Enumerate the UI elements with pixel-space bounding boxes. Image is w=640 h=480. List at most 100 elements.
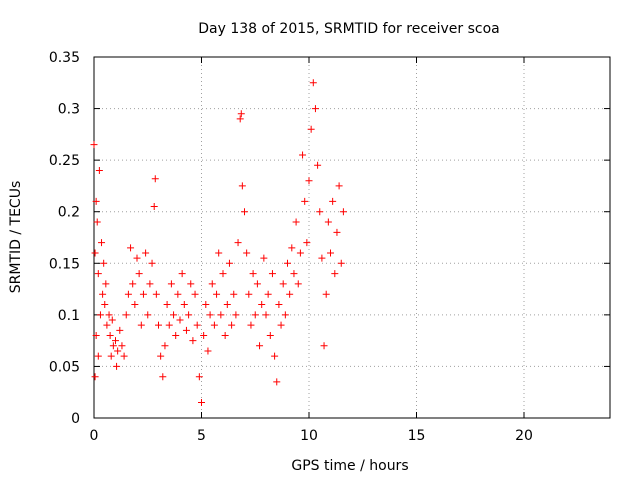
data-point xyxy=(100,259,108,267)
data-point xyxy=(309,79,317,87)
data-point xyxy=(142,249,150,257)
data-point xyxy=(324,218,332,226)
data-point xyxy=(150,203,158,211)
data-point xyxy=(213,290,221,298)
data-point xyxy=(99,290,107,298)
data-point xyxy=(92,331,100,339)
data-point xyxy=(106,331,114,339)
data-point xyxy=(198,399,205,407)
y-axis-label: SRMTID / TECUs xyxy=(8,181,24,294)
data-point xyxy=(157,352,165,360)
data-point xyxy=(131,301,139,309)
data-point xyxy=(105,311,113,319)
data-point xyxy=(92,197,100,205)
data-point xyxy=(176,316,184,324)
data-point xyxy=(232,311,240,319)
data-point xyxy=(329,197,337,205)
data-point xyxy=(318,254,326,262)
data-point xyxy=(286,290,294,298)
data-point xyxy=(262,311,270,319)
y-tick-label: 0.05 xyxy=(49,359,80,375)
data-point xyxy=(301,197,309,205)
data-point xyxy=(277,321,285,329)
data-point xyxy=(187,280,195,288)
data-point xyxy=(202,301,210,309)
data-point xyxy=(258,301,266,309)
data-point xyxy=(189,337,197,345)
data-point xyxy=(292,218,300,226)
data-point xyxy=(271,352,279,360)
data-point xyxy=(284,259,291,267)
x-axis-label: GPS time / hours xyxy=(291,458,408,474)
data-point xyxy=(133,254,141,262)
data-point xyxy=(144,311,152,319)
data-point xyxy=(208,280,216,288)
data-point xyxy=(124,290,132,298)
data-point xyxy=(170,311,178,319)
data-point xyxy=(151,175,159,183)
data-point xyxy=(122,311,130,319)
data-point xyxy=(95,166,103,174)
data-point xyxy=(146,280,154,288)
data-point xyxy=(273,378,281,386)
data-point xyxy=(161,342,169,350)
data-point xyxy=(245,290,253,298)
data-point xyxy=(103,321,111,329)
y-tick-label: 0.15 xyxy=(49,256,80,272)
data-point xyxy=(112,337,119,345)
data-point xyxy=(91,249,99,257)
data-point xyxy=(163,301,171,309)
data-point xyxy=(288,244,296,252)
data-point xyxy=(174,290,182,298)
data-point xyxy=(102,280,110,288)
data-point xyxy=(225,259,233,267)
data-point xyxy=(311,105,319,113)
data-point xyxy=(182,326,190,334)
data-point xyxy=(94,352,102,360)
data-point xyxy=(266,331,274,339)
data-point xyxy=(333,228,341,236)
y-tick-label: 0.2 xyxy=(58,205,80,221)
data-point xyxy=(210,321,218,329)
data-point xyxy=(135,270,143,278)
data-point xyxy=(339,208,347,216)
x-tick-label: 10 xyxy=(300,428,318,444)
data-point xyxy=(193,321,201,329)
data-point xyxy=(322,290,330,298)
data-point xyxy=(108,316,116,324)
data-point xyxy=(251,311,259,319)
data-point xyxy=(264,290,272,298)
data-point xyxy=(90,141,98,149)
data-point xyxy=(137,321,145,329)
y-tick-label: 0 xyxy=(71,411,80,427)
data-point xyxy=(109,342,117,350)
data-point xyxy=(279,280,287,288)
data-point xyxy=(335,182,343,190)
x-tick-label: 20 xyxy=(515,428,533,444)
data-point xyxy=(256,342,264,350)
data-point xyxy=(247,321,255,329)
data-point xyxy=(296,249,304,257)
data-point xyxy=(148,259,156,267)
data-point xyxy=(215,249,223,257)
data-point xyxy=(316,208,324,216)
grid-lines xyxy=(94,57,610,418)
data-point xyxy=(159,373,167,381)
data-point xyxy=(337,259,345,267)
data-point xyxy=(219,270,227,278)
data-point xyxy=(281,311,289,319)
data-point xyxy=(305,177,313,185)
data-point xyxy=(237,110,245,118)
data-point xyxy=(260,254,268,262)
data-point xyxy=(185,311,193,319)
plot-frame xyxy=(93,56,611,419)
data-point xyxy=(234,239,242,247)
data-point xyxy=(191,290,199,298)
data-point xyxy=(228,321,236,329)
data-point xyxy=(178,270,186,278)
y-tick-label: 0.3 xyxy=(58,102,80,118)
axis-ticks: 0 0.05 0.1 0.15 0.2 0.25 0.3 0.35 0 5 10 15 20 xyxy=(49,50,610,444)
data-point xyxy=(230,290,238,298)
data-point xyxy=(113,362,121,370)
